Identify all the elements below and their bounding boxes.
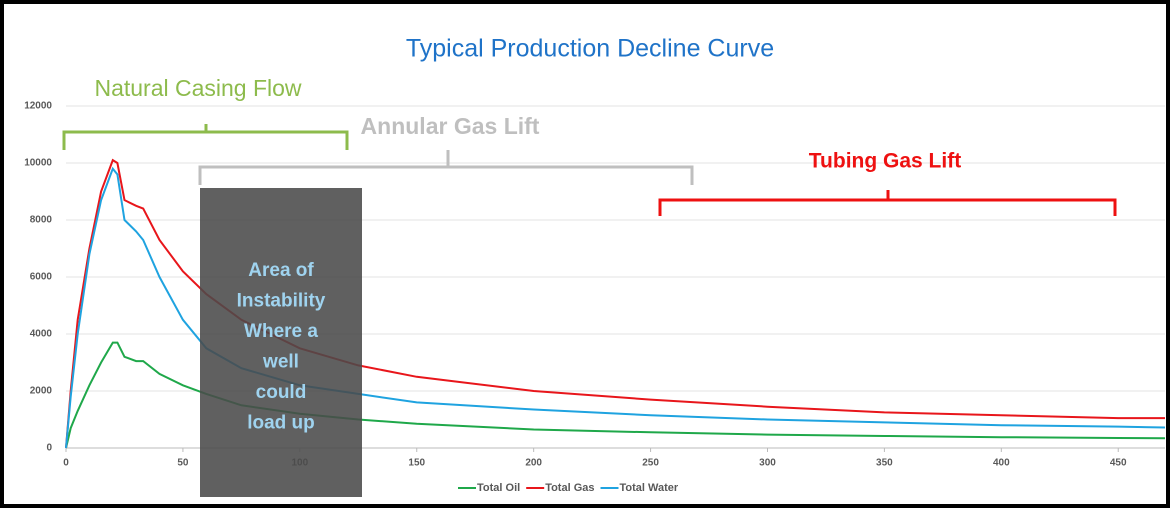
legend-label: Total Oil [477, 482, 520, 494]
box-line: load up [247, 413, 315, 434]
series-line [65, 158, 1165, 449]
bracket-annular [198, 150, 694, 185]
x-tick-label: 450 [1110, 458, 1127, 469]
y-tick-label: 10000 [24, 158, 52, 169]
chart-title: Typical Production Decline Curve [406, 35, 774, 63]
y-tick-label: 8000 [30, 215, 53, 226]
lines [65, 158, 1166, 449]
x-tick-label: 250 [642, 458, 659, 469]
x-tick-label: 150 [408, 458, 425, 469]
legend-label: Total Gas [545, 482, 594, 494]
x-tick-label: 0 [63, 458, 69, 469]
box-line: Instability [237, 291, 326, 312]
legend-label: Total Water [620, 482, 679, 494]
bracket-natural [62, 124, 349, 150]
x-tick-label: 200 [525, 458, 542, 469]
legend: Total Oil Total Gas Total Water [458, 482, 679, 494]
y-tick-label: 4000 [30, 329, 53, 340]
box-line: well [262, 352, 299, 373]
y-tick-label: 6000 [30, 272, 53, 283]
bracket-tubing [658, 190, 1117, 216]
y-tick-label: 0 [46, 443, 52, 454]
y-tick-label: 2000 [30, 386, 53, 397]
series-line [65, 341, 1166, 449]
annotation-natural: Natural Casing Flow [94, 75, 301, 101]
box-line: Where a [244, 321, 318, 342]
box-text: Area of Instability Where a well could load u… [237, 260, 326, 434]
box-line: could [256, 382, 307, 403]
x-tick-label: 300 [759, 458, 776, 469]
x-tick-label: 400 [993, 458, 1010, 469]
x-tick-label: 350 [876, 458, 893, 469]
box-line: Area of [248, 260, 314, 281]
y-tick-label: 12000 [24, 101, 52, 112]
annotation-annular: Annular Gas Lift [361, 113, 540, 139]
series-line [65, 166, 1166, 449]
annotation-tubing: Tubing Gas Lift [809, 150, 961, 173]
x-tick-label: 50 [177, 458, 189, 469]
instability-box [200, 188, 362, 497]
